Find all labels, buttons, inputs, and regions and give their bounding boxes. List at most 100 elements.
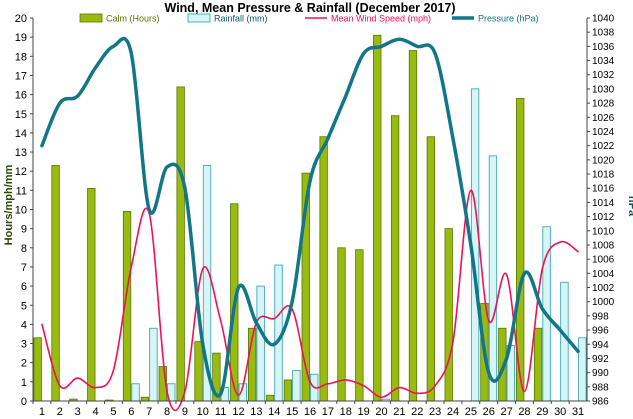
y-right-tick-label: 988: [592, 382, 609, 393]
chart-title: Wind, Mean Pressure & Rainfall (December…: [165, 1, 456, 15]
x-tick-label: 19: [357, 406, 369, 418]
x-tick-label: 21: [393, 406, 405, 418]
y-axis-right-label: hPa: [626, 196, 633, 217]
y-right-tick-label: 1008: [592, 240, 615, 251]
x-tick-label: 6: [128, 406, 134, 418]
x-tick-label: 28: [518, 406, 530, 418]
y-left-tick-label: 8: [21, 243, 27, 255]
y-left-tick-label: 12: [15, 166, 27, 178]
calm-bar: [194, 341, 203, 402]
calm-bar: [33, 337, 42, 402]
x-tick-label: 31: [572, 406, 584, 418]
x-tick-label: 14: [268, 406, 280, 418]
y-left-tick-label: 16: [15, 90, 27, 102]
x-tick-label: 9: [182, 406, 188, 418]
x-tick-label: 23: [429, 406, 441, 418]
x-tick-label: 2: [57, 406, 63, 418]
y-left-tick-label: 14: [15, 128, 27, 140]
calm-bar: [373, 34, 382, 402]
y-left-tick-label: 9: [21, 224, 27, 236]
legend-item: Calm (Hours): [79, 14, 160, 24]
x-tick-label: 18: [340, 406, 352, 418]
calm-bar: [426, 136, 435, 402]
legend-label: Rainfall (mm): [214, 14, 268, 24]
legend-item: Pressure (hPa): [452, 14, 539, 24]
legend: Calm (Hours) Rainfall (mm) Mean Wind Speed…: [79, 13, 539, 24]
y-left-tick-label: 10: [15, 205, 27, 217]
calm-bar: [319, 136, 328, 402]
y-left-tick-label: 4: [21, 319, 27, 331]
x-tick-label: 5: [110, 406, 116, 418]
x-tick-label: 13: [250, 406, 262, 418]
y-left-tick-label: 18: [15, 51, 27, 63]
calm-bar: [87, 188, 96, 402]
x-tick-label: 17: [322, 406, 334, 418]
y-left-tick-label: 11: [16, 185, 27, 197]
y-right-tick-label: 1014: [592, 198, 615, 209]
y-right-tick-label: 1010: [592, 226, 615, 237]
calm-bar: [176, 86, 185, 402]
x-tick-label: 25: [465, 406, 477, 418]
y-axis-left-label: Hours/mph/mm: [3, 164, 15, 245]
y-left-tick-label: 1: [21, 377, 27, 389]
x-tick-label: 20: [375, 406, 387, 418]
y-left-tick-label: 2: [21, 358, 27, 370]
calm-bar: [444, 228, 453, 402]
x-tick-label: 16: [304, 406, 316, 418]
rainfall-bar: [149, 327, 158, 402]
y-left-tick-label: 6: [21, 281, 27, 293]
y-right-tick-label: 990: [592, 368, 609, 379]
y-right-tick-label: 996: [592, 326, 609, 337]
legend-label: Pressure (hPa): [478, 14, 539, 24]
y-right-tick-label: 1026: [592, 113, 615, 124]
y-right-tick-label: 986: [592, 397, 609, 408]
calm-bar: [283, 379, 293, 402]
rainfall-bar: [488, 155, 498, 402]
rainfall-bar: [578, 337, 587, 402]
y-right-tick-label: 1016: [592, 184, 615, 195]
rainfall-bar: [256, 285, 265, 402]
calm-bar: [140, 396, 150, 402]
y-left-tick-label: 5: [21, 300, 27, 312]
y-right-tick-label: 1002: [592, 283, 615, 294]
y-right-tick-label: 1024: [592, 127, 615, 138]
x-tick-label: 11: [215, 406, 226, 418]
y-right-tick-label: 1036: [592, 42, 615, 53]
legend-item: Mean Wind Speed (mph): [305, 14, 431, 24]
x-axis-ticks: 1 2 3 4 5 6 7 8 9 10 11 12 13 14 15 16 17 18 19 20 21 22 23 24 2…: [32, 401, 584, 418]
x-tick-label: 27: [500, 406, 512, 418]
x-tick-label: 24: [447, 406, 459, 418]
calm-bar: [355, 249, 364, 402]
x-tick-label: 1: [39, 406, 45, 418]
line-series-group: [40, 36, 580, 412]
y-right-tick-label: 1004: [592, 269, 615, 280]
pressure-line: [40, 36, 580, 398]
x-tick-label: 4: [92, 406, 98, 418]
x-tick-label: 29: [536, 406, 548, 418]
calm-bar: [265, 394, 275, 402]
y-right-tick-label: 1018: [592, 170, 615, 181]
y-left-tick-label: 3: [21, 339, 27, 351]
y-left-tick-label: 19: [15, 32, 27, 44]
y-right-tick-label: 1032: [592, 70, 615, 81]
calm-bar: [533, 327, 543, 402]
y-right-tick-label: 1030: [592, 84, 615, 95]
y-right-tick-label: 1012: [592, 212, 615, 223]
legend-swatch: [187, 13, 211, 23]
calm-bar: [390, 115, 400, 402]
x-tick-label: 22: [411, 406, 423, 418]
rainfall-bar: [292, 369, 301, 402]
y-left-tick-label: 15: [15, 109, 27, 121]
x-tick-label: 10: [197, 406, 209, 418]
x-tick-label: 15: [286, 406, 298, 418]
y-right-tick-label: 1038: [592, 28, 615, 39]
y-right-tick-label: 1022: [592, 141, 615, 152]
y-left-tick-label: 7: [21, 262, 27, 274]
calm-bar: [408, 50, 418, 402]
y-right-tick-label: 998: [592, 311, 609, 322]
y-right-tick-label: 1028: [592, 99, 615, 110]
y-right-tick-label: 992: [592, 354, 609, 365]
x-tick-label: 7: [146, 406, 152, 418]
x-tick-label: 30: [554, 406, 566, 418]
